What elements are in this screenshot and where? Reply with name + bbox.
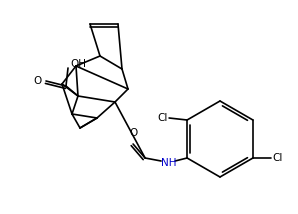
Text: OH: OH <box>70 59 86 69</box>
Text: NH: NH <box>161 158 177 168</box>
Text: Cl: Cl <box>158 113 168 123</box>
Text: O: O <box>34 76 42 86</box>
Text: O: O <box>129 128 137 138</box>
Text: Cl: Cl <box>272 153 282 163</box>
